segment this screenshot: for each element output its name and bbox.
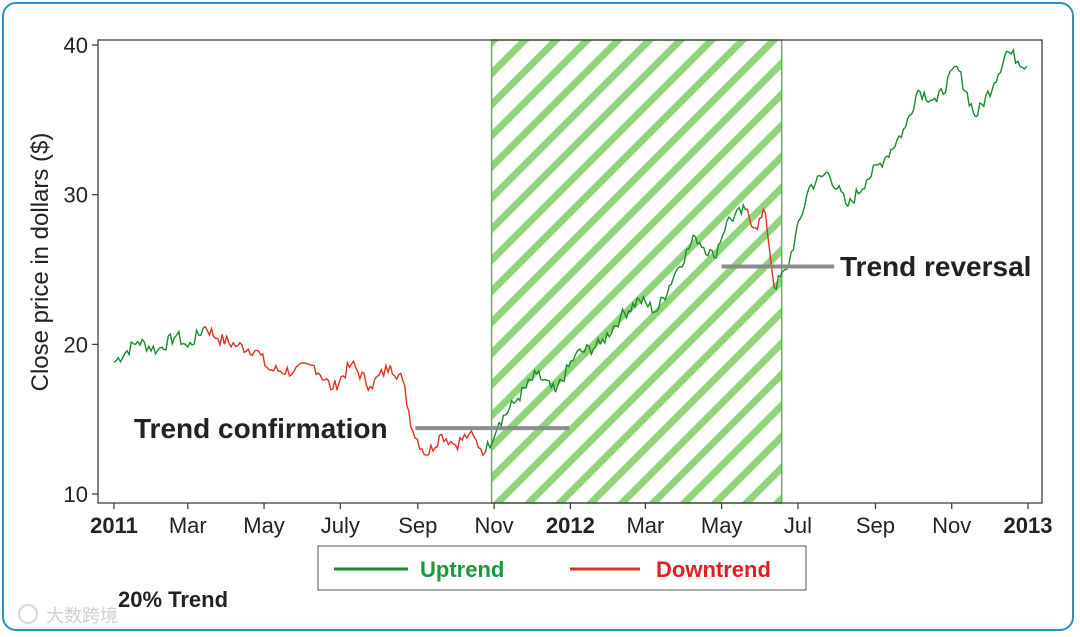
uptrend-segment (786, 186, 810, 270)
downtrend-segment (454, 432, 470, 452)
legend-uptrend-label: Uptrend (420, 557, 504, 582)
uptrend-segment (619, 297, 640, 320)
uptrend-segment (175, 329, 189, 348)
uptrend-segment (917, 89, 938, 103)
uptrend-segment (599, 317, 622, 345)
uptrend-band (490, 39, 783, 504)
uptrend-segment (656, 272, 677, 312)
y-tick-label: 20 (64, 332, 88, 357)
y-tick-label: 10 (64, 482, 88, 507)
downtrend-segment (754, 207, 766, 231)
uptrend-segment (536, 369, 557, 393)
uptrend-segment (694, 236, 715, 258)
uptrend-segment (886, 126, 906, 159)
x-tick-label: Mar (169, 513, 207, 538)
x-tick-label: 2011 (90, 513, 138, 538)
downtrend-segment (313, 365, 333, 391)
downtrend-segment (237, 341, 257, 357)
downtrend-segment (764, 212, 775, 288)
y-axis-label: Close price in dollars ($) (27, 133, 54, 392)
uptrend-segment (904, 89, 919, 128)
downtrend-segment (389, 365, 404, 381)
downtrend-segment (217, 334, 238, 349)
legend-downtrend-label: Downtrend (656, 557, 771, 582)
uptrend-segment (674, 234, 696, 273)
uptrend-segment (157, 332, 178, 351)
chart-caption: 20% Trend (118, 587, 228, 612)
y-tick-label: 40 (64, 33, 88, 58)
watermark: 大数跨境 (18, 604, 118, 627)
uptrend-segment (638, 294, 657, 314)
downtrend-segment (440, 433, 456, 447)
downtrend-segment (412, 430, 427, 456)
uptrend-segment (773, 268, 787, 291)
uptrend-segment (827, 171, 849, 208)
uptrend-segment (866, 155, 888, 181)
downtrend-segment (332, 360, 353, 391)
uptrend-segment (187, 325, 206, 348)
x-tick-label: Sep (398, 513, 437, 538)
x-tick-label: Jul (784, 513, 812, 538)
x-tick-label: May (701, 513, 743, 538)
uptrend-segment (113, 340, 139, 364)
uptrend-segment (714, 221, 728, 259)
downtrend-segment (426, 433, 442, 456)
annotation-trend-confirmation: Trend confirmation (134, 413, 388, 444)
x-tick-label: Nov (932, 513, 971, 538)
uptrend-segment (975, 82, 995, 118)
downtrend-segment (293, 362, 315, 372)
uptrend-segment (808, 171, 828, 191)
y-tick-label: 30 (64, 183, 88, 208)
downtrend-segment (402, 380, 414, 432)
downtrend-segment (268, 363, 295, 378)
downtrend-segment (256, 349, 270, 371)
downtrend-segment (204, 326, 218, 340)
downtrend-segment (369, 362, 391, 391)
x-tick-label: Nov (475, 513, 514, 538)
uptrend-segment (1006, 47, 1028, 70)
uptrend-segment (956, 65, 977, 118)
x-tick-label: Sep (856, 513, 895, 538)
x-tick-label: May (243, 513, 285, 538)
x-tick-label: 2013 (1004, 513, 1053, 538)
uptrend-segment (554, 354, 577, 393)
watermark-logo-icon (18, 604, 38, 624)
legend: Uptrend Downtrend (317, 545, 807, 591)
uptrend-segment (137, 338, 159, 356)
downtrend-segment (745, 208, 756, 229)
uptrend-segment (574, 336, 602, 357)
uptrend-segment (517, 368, 538, 403)
x-tick-label: July (321, 513, 360, 538)
annotation-trend-reversal: Trend reversal (840, 251, 1031, 282)
x-tick-label: Mar (626, 513, 664, 538)
uptrend-segment (726, 202, 747, 223)
uptrend-segment (847, 179, 868, 207)
downtrend-segment (351, 359, 371, 392)
uptrend-segment (498, 397, 519, 428)
watermark-text: 大数跨境 (46, 606, 118, 627)
downtrend-segment (468, 429, 486, 457)
uptrend-segment (936, 65, 957, 103)
x-tick-label: 2012 (546, 513, 595, 538)
uptrend-segment (994, 50, 1008, 84)
